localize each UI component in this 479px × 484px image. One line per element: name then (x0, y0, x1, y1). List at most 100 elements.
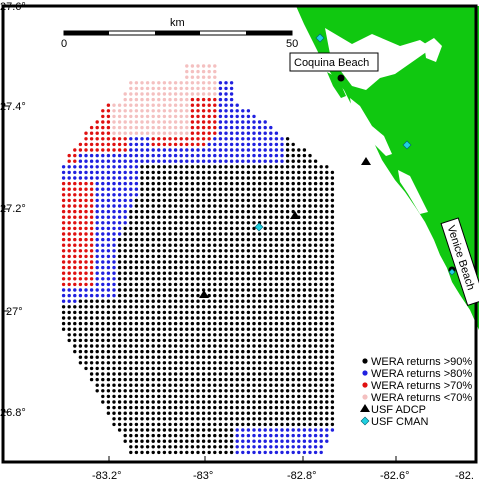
wera-return-dot (179, 260, 183, 264)
wera-return-dot (157, 383, 161, 387)
wera-return-dot (325, 361, 329, 365)
wera-return-dot (235, 405, 239, 410)
wera-return-dot (201, 400, 206, 404)
wera-return-dot (157, 417, 161, 421)
wera-return-dot (173, 445, 178, 449)
wera-return-dot (241, 305, 245, 309)
wera-return-dot (218, 237, 223, 242)
wera-return-dot (252, 428, 256, 432)
wera-return-dot (297, 299, 301, 303)
wera-return-dot (201, 394, 206, 399)
wera-return-dot (297, 187, 301, 191)
wera-return-dot (280, 321, 284, 326)
wera-return-dot (201, 377, 206, 382)
wera-return-dot (190, 428, 195, 432)
wera-return-dot (190, 361, 195, 365)
wera-return-dot (291, 355, 295, 359)
wera-return-dot (224, 187, 228, 191)
wera-return-dot (196, 383, 200, 387)
wera-return-dot (297, 265, 301, 270)
wera-return-dot (235, 422, 239, 427)
wera-return-dot (263, 198, 267, 203)
wera-return-dot (285, 417, 290, 421)
wera-return-dot (151, 450, 155, 455)
wera-return-dot (179, 321, 183, 326)
wera-return-dot (201, 344, 206, 348)
wera-return-dot (134, 417, 139, 421)
wera-return-dot (179, 237, 183, 242)
wera-return-dot (280, 142, 284, 147)
wera-return-dot (123, 310, 127, 315)
wera-return-dot (297, 361, 301, 365)
wera-return-dot (145, 383, 150, 387)
wera-return-dot (291, 400, 295, 404)
wera-return-dot (162, 349, 167, 354)
wera-return-dot (179, 254, 183, 259)
wera-return-dot (140, 417, 144, 421)
wera-return-dot (201, 237, 206, 242)
wera-return-dot (179, 305, 183, 309)
wera-return-dot (257, 254, 262, 259)
wera-return-dot (196, 198, 200, 203)
wera-return-dot (89, 265, 94, 270)
wera-return-dot (73, 299, 77, 303)
wera-return-dot (123, 226, 127, 231)
wera-return-dot (235, 265, 239, 270)
wera-return-dot (196, 361, 200, 365)
wera-return-dot (145, 377, 150, 382)
wera-return-dot (224, 109, 228, 113)
wera-return-dot (269, 232, 273, 236)
wera-return-dot (325, 310, 329, 315)
wera-return-dot (190, 366, 195, 371)
wera-return-dot (213, 361, 217, 365)
wera-return-dot (140, 450, 144, 455)
wera-return-dot (263, 125, 267, 130)
wera-return-dot (269, 333, 273, 337)
wera-return-dot (185, 271, 189, 275)
wera-return-dot (257, 277, 262, 281)
wera-return-dot (297, 389, 301, 393)
wera-return-dot (145, 439, 150, 443)
wera-return-dot (190, 372, 195, 376)
wera-return-dot (162, 400, 167, 404)
wera-return-dot (190, 142, 195, 147)
wera-return-dot (112, 344, 116, 348)
wera-return-dot (145, 260, 150, 264)
wera-return-dot (73, 198, 77, 203)
wera-return-dot (179, 411, 183, 415)
wera-return-dot (196, 170, 200, 175)
wera-return-dot (319, 254, 323, 259)
wera-return-dot (145, 131, 150, 135)
wera-return-dot (185, 114, 189, 119)
wera-return-dot (129, 321, 133, 326)
wera-return-dot (229, 445, 234, 449)
wera-return-dot (330, 316, 335, 320)
wera-return-dot (190, 125, 195, 130)
wera-return-dot (179, 383, 183, 387)
wera-return-dot (185, 75, 189, 79)
wera-return-dot (173, 383, 178, 387)
wera-return-dot (263, 137, 267, 141)
wera-return-dot (291, 417, 295, 421)
wera-return-dot (162, 439, 167, 443)
wera-return-dot (246, 165, 251, 169)
wera-return-dot (252, 310, 256, 315)
wera-return-dot (252, 422, 256, 427)
wera-return-dot (218, 271, 223, 275)
wera-return-dot (246, 338, 251, 343)
wera-return-dot (151, 411, 155, 415)
wera-return-dot (302, 321, 307, 326)
wera-return-dot (313, 433, 318, 438)
wera-return-dot (246, 327, 251, 331)
wera-return-dot (241, 254, 245, 259)
wera-return-dot (151, 344, 155, 348)
map-frame (1, 4, 478, 464)
legend-symbol-lt70 (362, 394, 368, 400)
wera-return-dot (168, 271, 172, 275)
wera-return-dot (185, 316, 189, 320)
wera-return-dot (207, 417, 211, 421)
wera-return-dot (269, 243, 273, 247)
wera-return-dot (84, 249, 88, 253)
wera-return-dot (151, 114, 155, 119)
wera-return-dot (190, 249, 195, 253)
